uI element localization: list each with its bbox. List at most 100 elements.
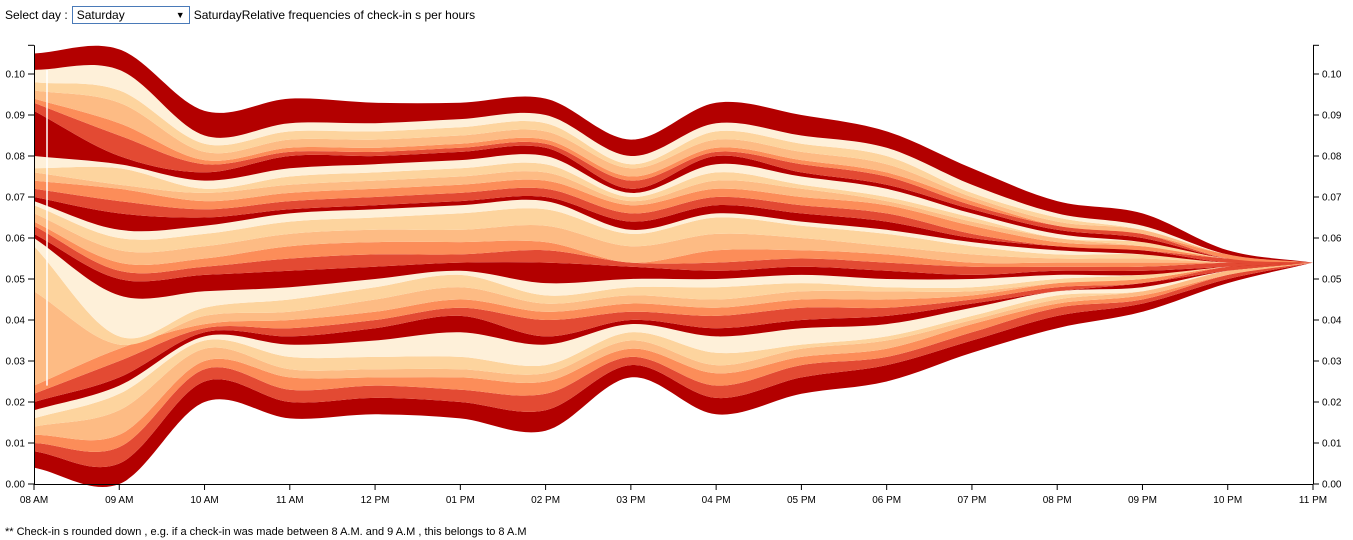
y-tick: 0.00 (1313, 480, 1342, 491)
y-axis-left: 0.00 0.01 0.02 0.03 0.04 0.05 0.06 0.07 0.08 0.09… (6, 44, 35, 491)
y-tick: 0.02 (1313, 398, 1342, 409)
stream-layers (34, 45, 1313, 488)
y-tick-label: 0.04 (1322, 316, 1342, 327)
stream-layer-7[interactable] (34, 262, 1313, 411)
select-day-label: Select day : (5, 8, 68, 22)
stream-layer-26[interactable] (34, 102, 1313, 263)
y-axis-right: 0.00 0.01 0.02 0.03 0.04 0.05 0.06 0.07 0.08 0.09… (1313, 44, 1342, 491)
y-tick: 0.08 (1313, 152, 1342, 163)
y-tick: 0.01 (1313, 439, 1342, 450)
day-select-value: Saturday (76, 8, 125, 22)
x-tick-label: 10 AM (190, 495, 218, 506)
controls-bar: Select day : Saturday ▼ SaturdayRelative… (5, 5, 475, 25)
stream-layer-21[interactable] (34, 179, 1313, 263)
x-tick-label: 03 PM (616, 495, 645, 506)
y-tick: 0.06 (1313, 234, 1342, 245)
y-tick: 0.04 (1313, 316, 1342, 327)
stream-layer-17[interactable] (34, 205, 1313, 264)
x-axis: 08 AM 09 AM 10 AM 11 AM 12 PM 01 PM 02 PM 03 PM… (20, 484, 1327, 506)
stream-layer-18[interactable] (34, 199, 1313, 264)
x-tick: 11 PM (1299, 484, 1327, 506)
x-tick: 01 PM (446, 484, 475, 506)
stream-layer-19[interactable] (34, 195, 1313, 264)
y-tick-label: 0.02 (1322, 398, 1342, 409)
y-tick: 0.09 (1313, 111, 1342, 122)
y-tick: 0.00 (6, 480, 34, 491)
y-tick-label: 0.09 (1322, 111, 1342, 122)
y-tick: 0.05 (6, 275, 34, 286)
y-tick-label: 0.07 (1322, 193, 1342, 204)
x-tick: 09 PM (1128, 484, 1157, 506)
chevron-down-icon: ▼ (175, 10, 185, 20)
x-tick-label: 07 PM (957, 495, 986, 506)
y-tick-label: 0.07 (6, 193, 26, 204)
stream-layer-5[interactable] (34, 262, 1313, 427)
y-tick: 0.10 (6, 70, 34, 81)
y-tick: 0.09 (6, 111, 34, 122)
y-tick-label: 0.10 (1322, 70, 1342, 81)
x-tick: 06 PM (872, 484, 901, 506)
stream-layer-23[interactable] (34, 162, 1313, 263)
x-tick-label: 12 PM (361, 495, 390, 506)
stream-layer-9[interactable] (34, 262, 1313, 394)
y-tick-label: 0.09 (6, 111, 26, 122)
stream-layer-13[interactable] (34, 233, 1313, 299)
x-tick: 04 PM (702, 484, 731, 506)
x-tick-label: 04 PM (702, 495, 731, 506)
x-tick: 05 PM (787, 484, 816, 506)
x-tick: 08 AM (20, 484, 48, 506)
y-tick-label: 0.08 (6, 152, 26, 163)
day-select[interactable]: Saturday ▼ (71, 6, 190, 24)
stream-layer-14[interactable] (34, 225, 1313, 282)
x-tick-label: 09 PM (1128, 495, 1157, 506)
y-tick-label: 0.08 (1322, 152, 1342, 163)
stream-layer-12[interactable] (34, 238, 1313, 339)
stream-layer-11[interactable] (34, 246, 1313, 346)
y-tick-label: 0.05 (1322, 275, 1342, 286)
y-tick-label: 0.05 (6, 275, 26, 286)
y-tick-label: 0.00 (6, 480, 26, 491)
stream-layer-8[interactable] (34, 262, 1313, 402)
stream-layer-27[interactable] (34, 98, 1313, 263)
y-tick: 0.08 (6, 152, 34, 163)
y-tick: 0.07 (1313, 193, 1342, 204)
x-tick: 11 AM (276, 484, 304, 506)
x-tick-label: 06 PM (872, 495, 901, 506)
x-tick: 10 PM (1213, 484, 1242, 506)
x-tick-label: 09 AM (105, 495, 133, 506)
x-tick-label: 11 PM (1299, 495, 1327, 506)
stream-layer-6[interactable] (34, 262, 1313, 419)
y-tick-label: 0.10 (6, 70, 26, 81)
y-tick: 0.03 (1313, 357, 1342, 368)
x-tick: 12 PM (361, 484, 390, 506)
y-tick: 0.03 (6, 357, 34, 368)
x-tick-label: 10 PM (1213, 495, 1242, 506)
x-tick: 09 AM (105, 484, 133, 506)
footnote: ** Check-in s rounded down , e.g. if a c… (5, 526, 527, 538)
x-tick-label: 02 PM (531, 495, 560, 506)
y-tick: 0.04 (6, 316, 34, 327)
y-tick-label: 0.01 (1322, 439, 1342, 450)
y-tick: 0.01 (6, 439, 34, 450)
y-tick-label: 0.06 (1322, 234, 1342, 245)
x-tick-label: 08 AM (20, 495, 48, 506)
x-tick: 08 PM (1043, 484, 1072, 506)
y-tick-label: 0.06 (6, 234, 26, 245)
x-tick: 07 PM (957, 484, 986, 506)
y-tick: 0.05 (1313, 275, 1342, 286)
y-tick: 0.02 (6, 398, 34, 409)
stream-layer-15[interactable] (34, 221, 1313, 274)
stream-layer-20[interactable] (34, 187, 1313, 264)
y-tick-label: 0.02 (6, 398, 26, 409)
y-tick-label: 0.01 (6, 439, 26, 450)
chart-title: SaturdayRelative frequencies of check-in… (193, 8, 476, 22)
streamgraph-chart: 08 AM 09 AM 10 AM 11 AM 12 PM 01 PM 02 PM 03 PM… (6, 44, 1342, 506)
x-tick-label: 05 PM (787, 495, 816, 506)
y-tick: 0.06 (6, 234, 34, 245)
y-tick-label: 0.04 (6, 316, 26, 327)
x-tick-label: 01 PM (446, 495, 475, 506)
y-tick-label: 0.03 (1322, 357, 1342, 368)
x-tick-label: 08 PM (1043, 495, 1072, 506)
y-tick-label: 0.00 (1322, 480, 1342, 491)
stream-layer-16[interactable] (34, 213, 1313, 265)
